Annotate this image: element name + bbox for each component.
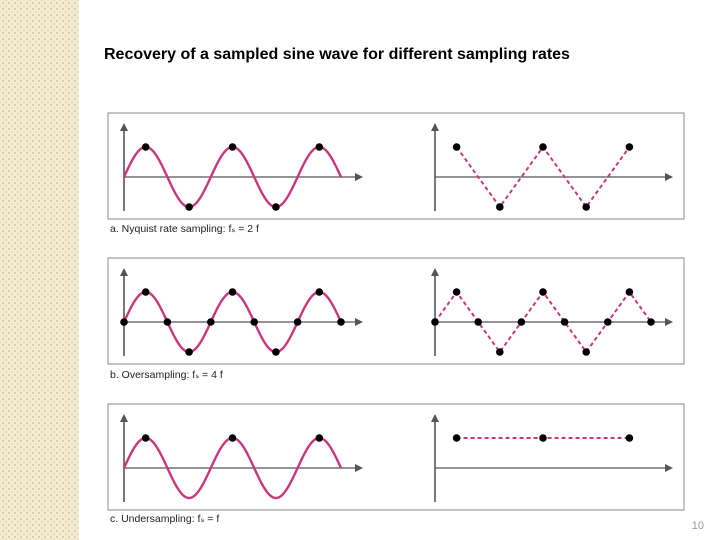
decorative-side-strip [0, 0, 79, 540]
sample-point [228, 143, 237, 151]
page-number: 10 [691, 520, 704, 532]
reconstructed-sample-point [496, 348, 504, 356]
panel-caption-nyquist: a. Nyquist rate sampling: fₛ = 2 f [110, 223, 259, 235]
reconstructed-sample-point [452, 434, 461, 442]
panel-oversampling: b. Oversampling: fₛ = 4 f [107, 257, 685, 381]
reconstructed-sample-point [604, 318, 612, 326]
sample-point [228, 288, 237, 296]
reconstructed-sample-point [582, 348, 590, 356]
sample-point [272, 203, 280, 211]
sample-point [141, 434, 150, 442]
reconstructed-sample-point [582, 203, 590, 211]
sample-point [272, 348, 280, 356]
sample-point [293, 318, 302, 326]
reconstructed-sample-point [539, 143, 547, 151]
sample-point [250, 318, 258, 326]
sample-point [337, 318, 345, 326]
sample-point [315, 288, 324, 296]
reconstructed-sample-point [625, 143, 634, 151]
slide-title: Recovery of a sampled sine wave for diff… [104, 46, 570, 63]
panel-nyquist: a. Nyquist rate sampling: fₛ = 2 f [107, 112, 685, 235]
reconstructed-sample-point [474, 318, 483, 326]
reconstructed-sample-point [452, 143, 461, 151]
reconstructed-sample-point [517, 318, 526, 326]
reconstructed-sample-point [625, 434, 634, 442]
plot-area-undersampling [120, 414, 673, 502]
sample-point [185, 348, 193, 356]
reconstructed-sample-point [496, 203, 504, 211]
reconstructed-sample-point [452, 288, 461, 296]
panel-frame [107, 112, 685, 220]
sample-point [120, 318, 128, 326]
sample-point [141, 143, 150, 151]
reconstructed-sample-point [539, 288, 547, 296]
reconstructed-sample-point [625, 288, 634, 296]
sample-point [207, 318, 215, 326]
reconstructed-sample-point [431, 318, 439, 326]
panel-frame [107, 257, 685, 365]
plot-area-oversampling [120, 268, 673, 356]
reconstructed-sample-point [539, 434, 547, 442]
reconstructed-sample-point [560, 318, 569, 326]
panel-frame [107, 403, 685, 511]
sample-point [315, 434, 324, 442]
panel-undersampling: c. Undersampling: fₛ = f [107, 403, 685, 525]
reconstructed-sample-point [647, 318, 655, 326]
sample-point [163, 318, 172, 326]
sample-point [141, 288, 150, 296]
sample-point [185, 203, 193, 211]
panel-caption-oversampling: b. Oversampling: fₛ = 4 f [110, 369, 223, 381]
sample-point [315, 143, 324, 151]
panel-caption-undersampling: c. Undersampling: fₛ = f [110, 513, 219, 525]
plot-area-nyquist [120, 123, 673, 211]
sample-point [228, 434, 237, 442]
